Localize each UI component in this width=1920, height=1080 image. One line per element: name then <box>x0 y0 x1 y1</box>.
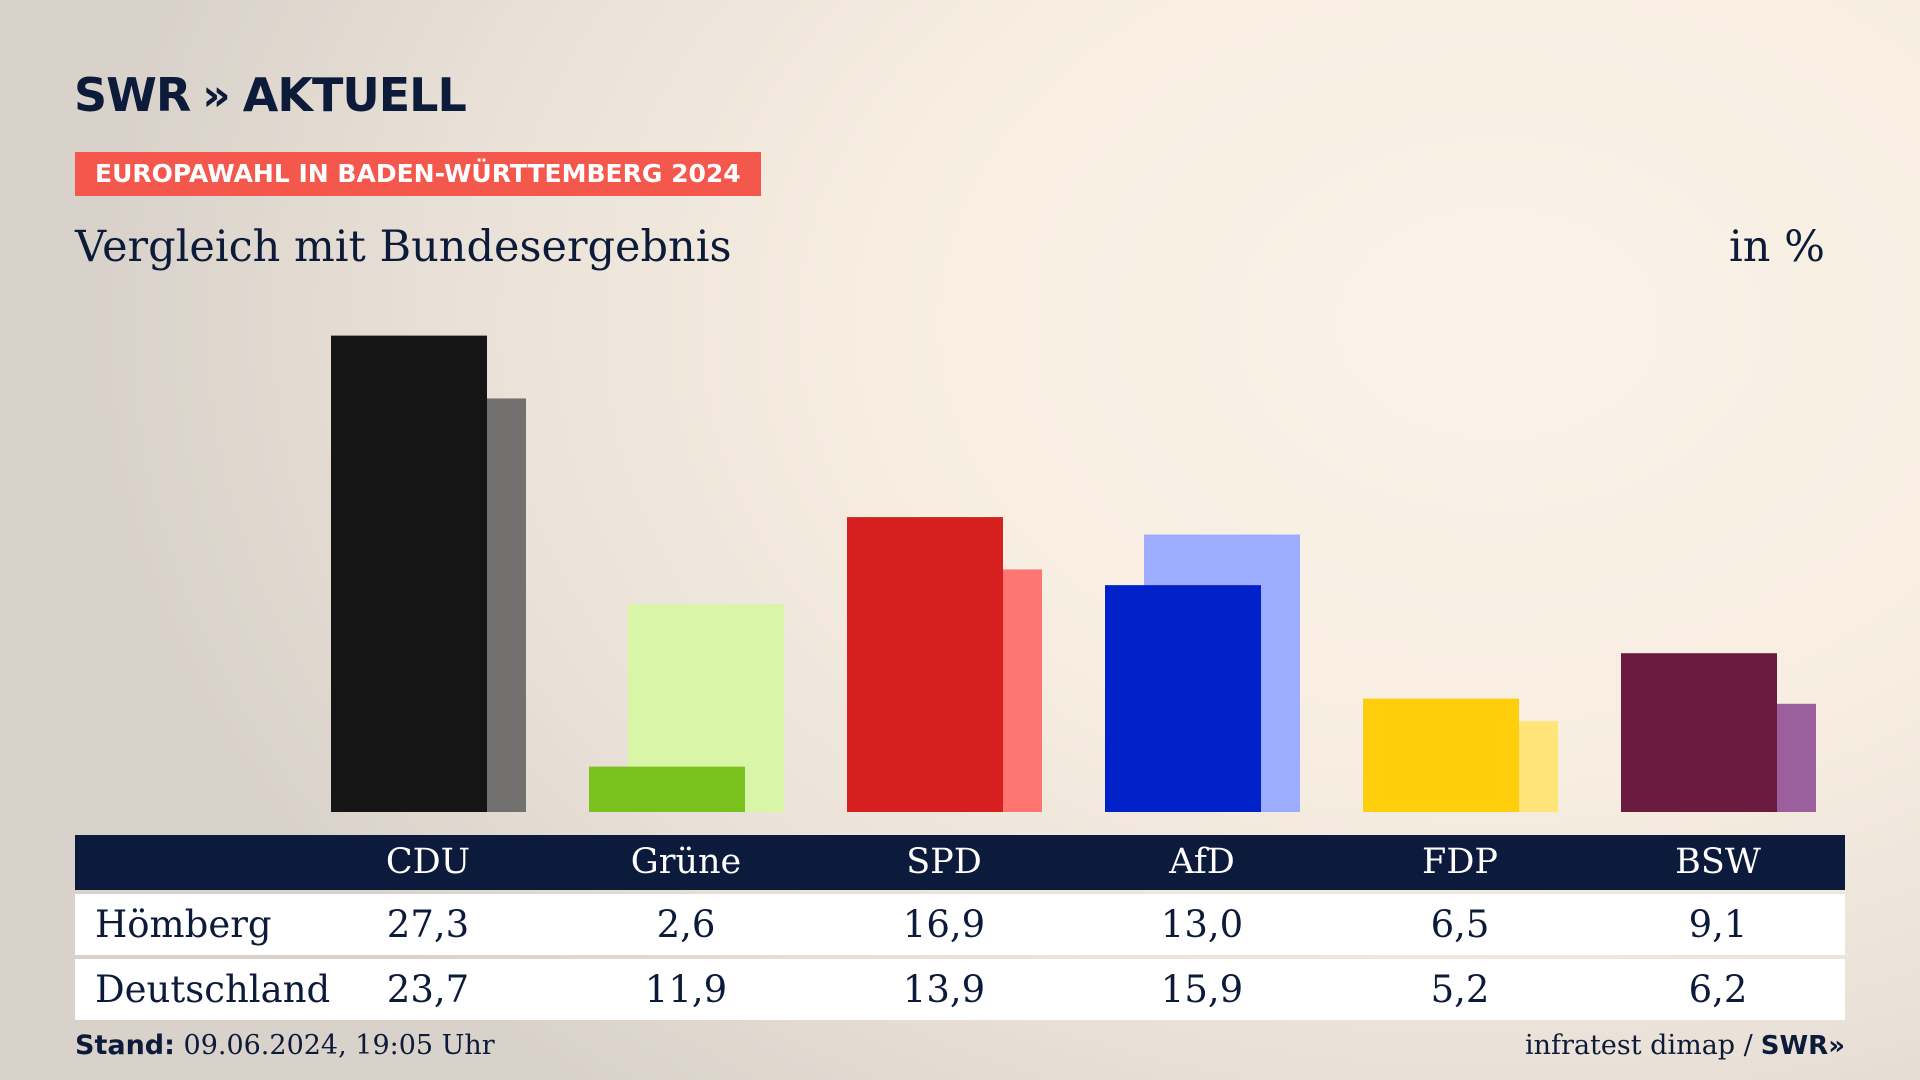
row-label: Hömberg <box>95 903 272 946</box>
bar-hoemberg-cdu <box>331 335 487 812</box>
stand-value: 09.06.2024, 19:05 Uhr <box>183 1030 495 1061</box>
stand-label: Stand: <box>75 1030 175 1061</box>
table-row-deutschland: Deutschland 23,7 11,9 13,9 15,9 5,2 6,2 <box>75 959 1845 1020</box>
header-cell-fdp: FDP <box>1422 842 1498 882</box>
election-banner: EUROPAWAHL IN BADEN-WÜRTTEMBERG 2024 <box>75 152 761 196</box>
timestamp: Stand: 09.06.2024, 19:05 Uhr <box>75 1030 495 1061</box>
row-label: Deutschland <box>95 968 331 1011</box>
source-credit: infratest dimap / SWR» <box>1525 1030 1845 1061</box>
swr-mini-logo: SWR» <box>1760 1030 1845 1061</box>
logo-swr-text: SWR <box>74 68 191 122</box>
chart-subtitle: Vergleich mit Bundesergebnis <box>75 222 732 272</box>
bar-chart <box>331 335 1816 812</box>
table-cell: 27,3 <box>386 903 470 946</box>
table-cell: 5,2 <box>1430 968 1490 1011</box>
bar-hoemberg-gruene <box>589 766 745 812</box>
table-row-hoemberg: Hömberg 27,3 2,6 16,9 13,0 6,5 9,1 <box>75 894 1845 955</box>
unit-label: in % <box>1729 222 1825 272</box>
header-cell-afd: AfD <box>1169 842 1235 882</box>
table-cell: 9,1 <box>1688 903 1748 946</box>
table-cell: 23,7 <box>386 968 470 1011</box>
table-cell: 2,6 <box>656 903 716 946</box>
table-cell: 6,5 <box>1430 903 1490 946</box>
source-text: infratest dimap / <box>1525 1030 1753 1061</box>
table-cell: 13,0 <box>1160 903 1244 946</box>
header-cell-cdu: CDU <box>385 842 471 882</box>
table-cell: 16,9 <box>902 903 986 946</box>
table-cell: 13,9 <box>902 968 986 1011</box>
bar-hoemberg-bsw <box>1621 653 1777 812</box>
header-cell-spd: SPD <box>906 842 982 882</box>
table-cell: 11,9 <box>644 968 728 1011</box>
results-table: CDU Grüne SPD AfD FDP BSW Hömberg 27,3 2… <box>75 835 1845 1020</box>
bar-hoemberg-fdp <box>1363 698 1519 812</box>
header-cell-bsw: BSW <box>1675 842 1761 882</box>
header-cell-gruene: Grüne <box>630 842 742 882</box>
bar-hoemberg-afd <box>1105 585 1261 812</box>
table-cell: 15,9 <box>1160 968 1244 1011</box>
bar-hoemberg-spd <box>847 517 1003 812</box>
table-header-row: CDU Grüne SPD AfD FDP BSW <box>75 835 1845 890</box>
table-cell: 6,2 <box>1688 968 1748 1011</box>
swr-aktuell-logo: SWR» AKTUELL <box>74 68 467 122</box>
logo-aktuell-text: AKTUELL <box>242 68 467 122</box>
